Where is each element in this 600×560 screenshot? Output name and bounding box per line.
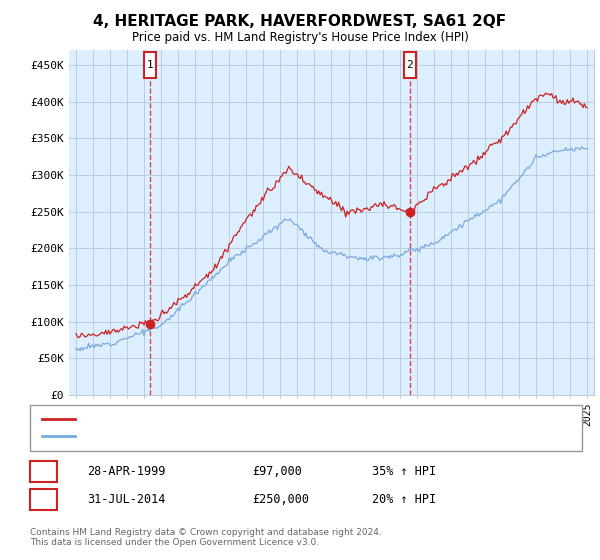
Text: 1: 1	[40, 465, 47, 478]
Text: 2: 2	[406, 60, 413, 70]
Text: 4, HERITAGE PARK, HAVERFORDWEST, SA61 2QF: 4, HERITAGE PARK, HAVERFORDWEST, SA61 2Q…	[94, 14, 506, 29]
Text: £250,000: £250,000	[252, 493, 309, 506]
Text: 1: 1	[146, 60, 153, 70]
Text: 20% ↑ HPI: 20% ↑ HPI	[372, 493, 436, 506]
Text: Price paid vs. HM Land Registry's House Price Index (HPI): Price paid vs. HM Land Registry's House …	[131, 31, 469, 44]
Text: £97,000: £97,000	[252, 465, 302, 478]
Text: 2: 2	[40, 493, 47, 506]
Text: 31-JUL-2014: 31-JUL-2014	[87, 493, 166, 506]
FancyBboxPatch shape	[143, 52, 155, 78]
Text: 4, HERITAGE PARK, HAVERFORDWEST, SA61 2QF (detached house): 4, HERITAGE PARK, HAVERFORDWEST, SA61 2Q…	[81, 414, 429, 424]
FancyBboxPatch shape	[404, 52, 416, 78]
Text: HPI: Average price, detached house, Pembrokeshire: HPI: Average price, detached house, Pemb…	[81, 431, 351, 441]
Text: 28-APR-1999: 28-APR-1999	[87, 465, 166, 478]
Text: Contains HM Land Registry data © Crown copyright and database right 2024.
This d: Contains HM Land Registry data © Crown c…	[30, 528, 382, 547]
Text: 35% ↑ HPI: 35% ↑ HPI	[372, 465, 436, 478]
